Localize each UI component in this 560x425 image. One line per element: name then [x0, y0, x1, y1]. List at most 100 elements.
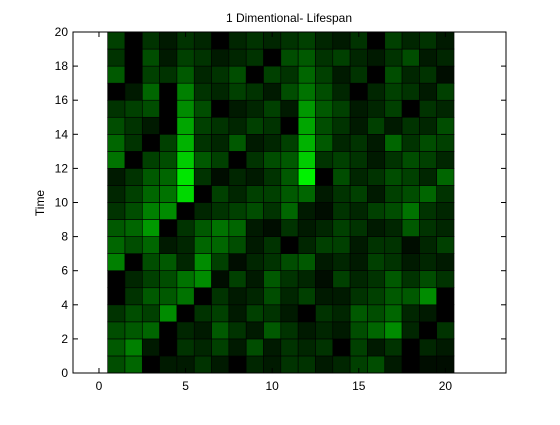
- heatmap-cell: [297, 99, 316, 118]
- heatmap-cell: [384, 99, 403, 118]
- heatmap-cell: [263, 304, 282, 323]
- heatmap-cell: [332, 134, 351, 152]
- heatmap-cell: [419, 134, 438, 152]
- heatmap-cell: [384, 134, 403, 152]
- heatmap-cell: [228, 151, 247, 169]
- heatmap-cell: [332, 253, 351, 271]
- heatmap-cell: [193, 48, 212, 67]
- heatmap-cell: [332, 321, 351, 340]
- heatmap-cell: [193, 219, 212, 237]
- heatmap-cell: [332, 236, 351, 254]
- heatmap-cell: [176, 48, 195, 67]
- heatmap-cell: [315, 116, 334, 135]
- heatmap-cell: [315, 185, 334, 203]
- heatmap-cell: [401, 134, 420, 152]
- heatmap-cell: [419, 321, 438, 340]
- heatmap-cell: [193, 116, 212, 135]
- heatmap-cell: [280, 355, 299, 374]
- heatmap-cell: [159, 31, 178, 50]
- heatmap-cell: [401, 236, 420, 254]
- heatmap-cell: [228, 31, 247, 50]
- heatmap-cell: [159, 219, 178, 237]
- heatmap-cell: [280, 48, 299, 67]
- heatmap-cell: [419, 253, 438, 271]
- heatmap-cell: [228, 202, 247, 220]
- heatmap-cell: [436, 134, 455, 152]
- heatmap-cell: [159, 236, 178, 254]
- heatmap-cell: [159, 355, 178, 374]
- heatmap-cell: [211, 219, 230, 237]
- chart-title: 1 Dimentional- Lifespan: [226, 11, 352, 25]
- x-tick-label: 15: [352, 379, 366, 393]
- heatmap-cell: [280, 338, 299, 357]
- heatmap-cell: [315, 99, 334, 118]
- heatmap-cell: [159, 134, 178, 152]
- heatmap-cell: [228, 65, 247, 84]
- heatmap-cell: [297, 355, 316, 374]
- heatmap-cell: [297, 185, 316, 203]
- heatmap-cell: [384, 65, 403, 84]
- heatmap-cell: [193, 321, 212, 340]
- heatmap-cell: [436, 151, 455, 169]
- y-tick-label: 18: [55, 59, 69, 73]
- heatmap-cell: [401, 355, 420, 374]
- heatmap-cell: [297, 338, 316, 357]
- heatmap-cell: [280, 219, 299, 237]
- heatmap-cell: [124, 219, 143, 237]
- heatmap-cell: [367, 253, 386, 271]
- heatmap-cell: [332, 287, 351, 306]
- heatmap-cell: [193, 185, 212, 203]
- heatmap-cell: [193, 355, 212, 374]
- y-tick-label: 14: [55, 127, 69, 141]
- heatmap-cell: [228, 219, 247, 237]
- x-tick-label: 10: [266, 379, 280, 393]
- heatmap-cell: [315, 287, 334, 306]
- heatmap-cell: [384, 338, 403, 357]
- heatmap-cell: [176, 82, 195, 101]
- heatmap-cell: [401, 99, 420, 118]
- heatmap-cell: [384, 270, 403, 289]
- heatmap-cell: [401, 31, 420, 50]
- heatmap-cell: [124, 321, 143, 340]
- heatmap-cell: [349, 65, 368, 84]
- heatmap-cell: [263, 219, 282, 237]
- heatmap-cell: [401, 321, 420, 340]
- heatmap-cell: [297, 253, 316, 271]
- heatmap-cell: [245, 99, 264, 118]
- y-tick-label: 8: [61, 230, 68, 244]
- heatmap-cell: [141, 31, 160, 50]
- y-tick-label: 10: [55, 196, 69, 210]
- heatmap-cell: [245, 202, 264, 220]
- heatmap-cell: [315, 168, 334, 186]
- heatmap-cell: [419, 355, 438, 374]
- heatmap-cell: [401, 168, 420, 186]
- heatmap-cell: [107, 151, 126, 169]
- heatmap-cell: [332, 116, 351, 135]
- heatmap-cell: [401, 253, 420, 271]
- heatmap-cell: [245, 253, 264, 271]
- heatmap-cell: [280, 151, 299, 169]
- heatmap-cell: [211, 253, 230, 271]
- heatmap-cell: [332, 270, 351, 289]
- heatmap-cell: [124, 48, 143, 67]
- heatmap-cell: [245, 304, 264, 323]
- heatmap-cell: [124, 270, 143, 289]
- heatmap-cell: [124, 31, 143, 50]
- heatmap-cell: [211, 65, 230, 84]
- heatmap-cell: [107, 270, 126, 289]
- heatmap-cell: [107, 338, 126, 357]
- y-axis-label: Time: [33, 190, 47, 217]
- heatmap-cell: [419, 236, 438, 254]
- heatmap-cell: [349, 287, 368, 306]
- y-tick-label: 12: [55, 161, 69, 175]
- heatmap-cell: [297, 304, 316, 323]
- y-tick-label: 0: [61, 366, 68, 380]
- heatmap-cell: [419, 168, 438, 186]
- heatmap-cell: [315, 270, 334, 289]
- heatmap-cell: [245, 185, 264, 203]
- heatmap-cell: [332, 338, 351, 357]
- heatmap-cell: [401, 202, 420, 220]
- heatmap-cell: [124, 236, 143, 254]
- heatmap-cell: [245, 31, 264, 50]
- heatmap-cell: [228, 287, 247, 306]
